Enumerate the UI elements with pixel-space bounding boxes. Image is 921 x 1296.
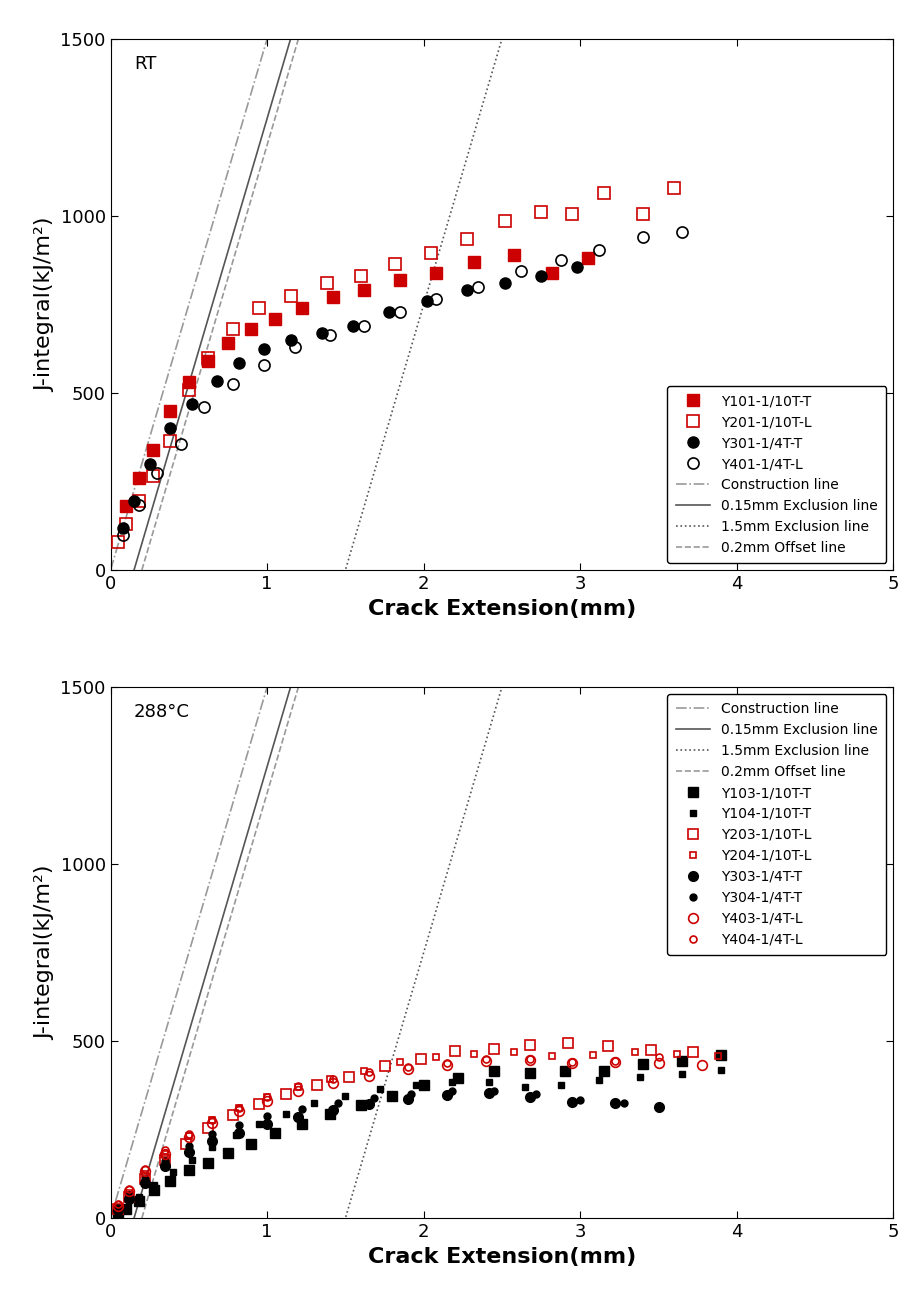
Text: 288°C: 288°C xyxy=(134,702,190,721)
Y-axis label: J-integral(kJ/m²): J-integral(kJ/m²) xyxy=(35,218,54,391)
Text: RT: RT xyxy=(134,54,157,73)
Legend: Y101-1/10T-T, Y201-1/10T-L, Y301-1/4T-T, Y401-1/4T-L, Construction line, 0.15mm : Y101-1/10T-T, Y201-1/10T-L, Y301-1/4T-T,… xyxy=(667,386,886,564)
X-axis label: Crack Extension(mm): Crack Extension(mm) xyxy=(367,599,636,618)
X-axis label: Crack Extension(mm): Crack Extension(mm) xyxy=(367,1247,636,1266)
Y-axis label: J-integral(kJ/m²): J-integral(kJ/m²) xyxy=(35,866,54,1039)
Legend: Construction line, 0.15mm Exclusion line, 1.5mm Exclusion line, 0.2mm Offset lin: Construction line, 0.15mm Exclusion line… xyxy=(667,693,886,955)
